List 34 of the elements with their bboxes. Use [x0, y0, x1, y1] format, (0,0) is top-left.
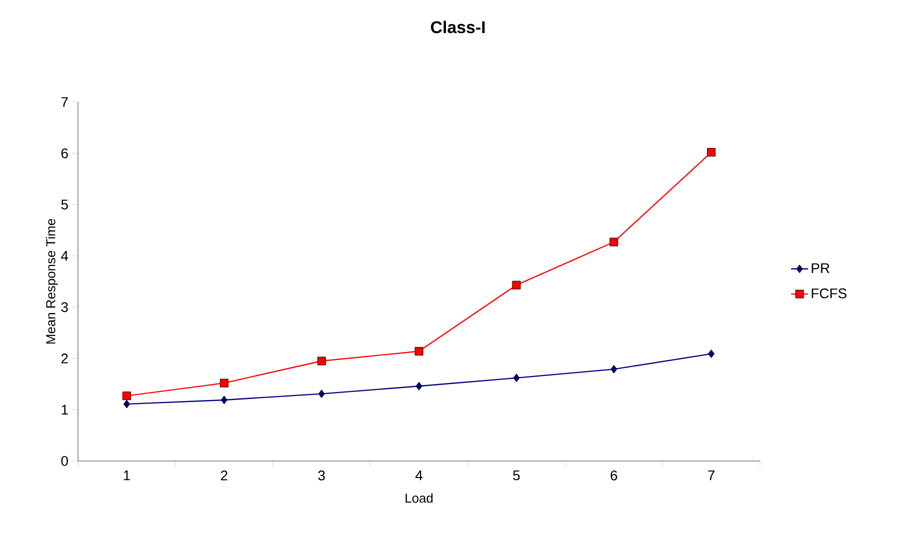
point [318, 390, 325, 398]
point [317, 356, 326, 366]
y-tick-label: 5 [61, 200, 68, 210]
y-tick-label: 2 [61, 354, 68, 364]
y-tick-label: 4 [61, 251, 68, 261]
y-tick-label: 1 [62, 404, 68, 415]
chart-title: Class-I [430, 20, 485, 34]
point [220, 378, 228, 388]
point [414, 347, 424, 356]
point [707, 148, 716, 157]
point [123, 400, 130, 408]
x-tick-label: 5 [513, 470, 520, 480]
legend-label: FCFS [812, 288, 846, 298]
y-tick-label: 3 [61, 302, 68, 312]
x-tick-label: 3 [318, 470, 325, 480]
y-tick-label: 6 [61, 148, 68, 158]
point [513, 374, 520, 382]
point [610, 238, 618, 246]
y-tick-label: 0 [61, 456, 68, 466]
y-axis-title: Mean Response Time [46, 218, 58, 344]
x-tick-label: 6 [610, 470, 618, 480]
point [512, 280, 521, 290]
point [610, 364, 618, 374]
x-tick-label: 1 [124, 470, 130, 480]
x-tick-label: 4 [415, 470, 422, 480]
x-axis-title: Load [406, 493, 433, 503]
point [122, 392, 131, 400]
point [708, 350, 715, 358]
point [416, 382, 422, 390]
x-tick-label: 2 [220, 470, 228, 480]
point [220, 396, 228, 404]
y-tick-label: 7 [61, 97, 68, 107]
legend-label: PR [812, 263, 830, 273]
x-tick-label: 7 [708, 470, 714, 480]
